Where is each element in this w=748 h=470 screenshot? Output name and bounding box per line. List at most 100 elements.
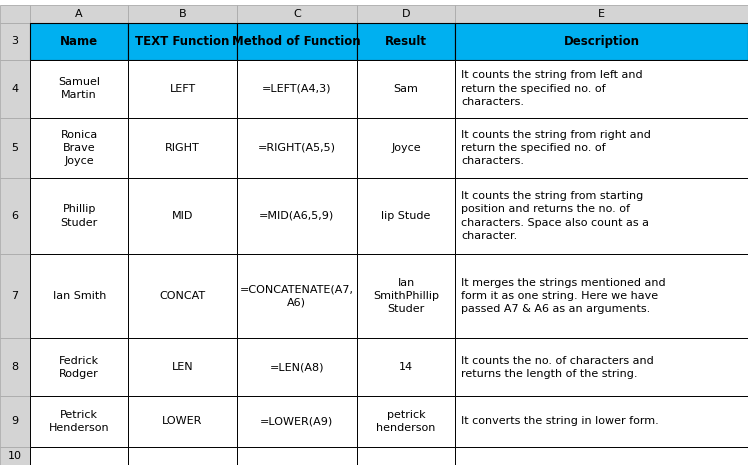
Text: Phillip
Studer: Phillip Studer (61, 204, 98, 227)
Text: It counts the string from right and
return the specified no. of
characters.: It counts the string from right and retu… (462, 130, 651, 166)
Text: 5: 5 (11, 143, 19, 153)
Text: It counts the string from left and
return the specified no. of
characters.: It counts the string from left and retur… (462, 70, 643, 107)
Bar (30, 254, 129, 338)
Text: MID: MID (172, 211, 193, 221)
Bar (236, 5, 357, 24)
Text: Sam: Sam (393, 84, 419, 94)
Text: CONCAT: CONCAT (159, 291, 206, 301)
Text: LEFT: LEFT (170, 84, 195, 94)
Bar (456, 60, 748, 118)
Bar (0, 24, 30, 60)
Bar (357, 446, 456, 465)
Bar (30, 396, 129, 446)
Text: =CONCATENATE(A7,
A6): =CONCATENATE(A7, A6) (240, 284, 354, 308)
Text: A: A (76, 9, 83, 19)
Text: petrick
henderson: petrick henderson (376, 410, 436, 433)
Bar (30, 178, 129, 254)
Bar (0, 118, 30, 178)
Text: =MID(A6,5,9): =MID(A6,5,9) (259, 211, 334, 221)
Text: 8: 8 (11, 362, 19, 372)
Text: E: E (598, 9, 605, 19)
Bar (357, 254, 456, 338)
Text: Joyce: Joyce (391, 143, 421, 153)
Bar (0, 5, 30, 24)
Bar (129, 446, 236, 465)
Bar (357, 338, 456, 396)
Text: 4: 4 (11, 84, 19, 94)
Bar (129, 60, 236, 118)
Text: LEN: LEN (172, 362, 193, 372)
Bar (129, 338, 236, 396)
Text: =LEFT(A4,3): =LEFT(A4,3) (262, 84, 331, 94)
Bar (357, 396, 456, 446)
Text: LOWER: LOWER (162, 416, 203, 426)
Bar (0, 60, 30, 118)
Text: 9: 9 (11, 416, 19, 426)
Bar (236, 254, 357, 338)
Text: It merges the strings mentioned and
form it as one string. Here we have
passed A: It merges the strings mentioned and form… (462, 278, 666, 314)
Bar (129, 24, 236, 60)
Text: =LEN(A8): =LEN(A8) (269, 362, 324, 372)
Bar (30, 5, 129, 24)
Bar (357, 60, 456, 118)
Text: B: B (179, 9, 186, 19)
Text: Petrick
Henderson: Petrick Henderson (49, 410, 109, 433)
Text: Method of Function: Method of Function (233, 35, 361, 48)
Text: Samuel
Martin: Samuel Martin (58, 77, 100, 100)
Text: 6: 6 (11, 211, 19, 221)
Text: 7: 7 (11, 291, 19, 301)
Bar (30, 338, 129, 396)
Bar (456, 396, 748, 446)
Bar (0, 338, 30, 396)
Text: 3: 3 (11, 37, 19, 47)
Text: Ronica
Brave
Joyce: Ronica Brave Joyce (61, 130, 98, 166)
Bar (30, 24, 129, 60)
Bar (357, 178, 456, 254)
Text: lip Stude: lip Stude (381, 211, 431, 221)
Text: Ian
SmithPhillip
Studer: Ian SmithPhillip Studer (373, 278, 439, 314)
Bar (0, 446, 30, 465)
Text: C: C (293, 9, 301, 19)
Text: =RIGHT(A5,5): =RIGHT(A5,5) (258, 143, 336, 153)
Bar (456, 338, 748, 396)
Bar (456, 446, 748, 465)
Bar (236, 118, 357, 178)
Bar (0, 254, 30, 338)
Text: 14: 14 (399, 362, 413, 372)
Bar (129, 118, 236, 178)
Text: 10: 10 (8, 451, 22, 461)
Bar (236, 338, 357, 396)
Bar (0, 178, 30, 254)
Bar (129, 178, 236, 254)
Bar (129, 396, 236, 446)
Bar (236, 24, 357, 60)
Bar (30, 446, 129, 465)
Bar (456, 178, 748, 254)
Text: It converts the string in lower form.: It converts the string in lower form. (462, 416, 659, 426)
Bar (357, 5, 456, 24)
Bar (0, 396, 30, 446)
Bar (456, 24, 748, 60)
Text: Fedrick
Rodger: Fedrick Rodger (59, 356, 99, 379)
Bar (129, 5, 236, 24)
Bar (129, 254, 236, 338)
Text: =LOWER(A9): =LOWER(A9) (260, 416, 334, 426)
Text: D: D (402, 9, 411, 19)
Bar (456, 118, 748, 178)
Bar (357, 24, 456, 60)
Bar (236, 396, 357, 446)
Text: TEXT Function: TEXT Function (135, 35, 230, 48)
Text: It counts the no. of characters and
returns the length of the string.: It counts the no. of characters and retu… (462, 356, 654, 379)
Bar (456, 254, 748, 338)
Bar (236, 60, 357, 118)
Text: Description: Description (563, 35, 640, 48)
Bar (236, 446, 357, 465)
Text: Ian Smith: Ian Smith (52, 291, 106, 301)
Bar (30, 60, 129, 118)
Text: Name: Name (60, 35, 98, 48)
Bar (30, 118, 129, 178)
Text: It counts the string from starting
position and returns the no. of
characters. S: It counts the string from starting posit… (462, 191, 649, 241)
Text: Result: Result (385, 35, 427, 48)
Bar (456, 5, 748, 24)
Bar (357, 118, 456, 178)
